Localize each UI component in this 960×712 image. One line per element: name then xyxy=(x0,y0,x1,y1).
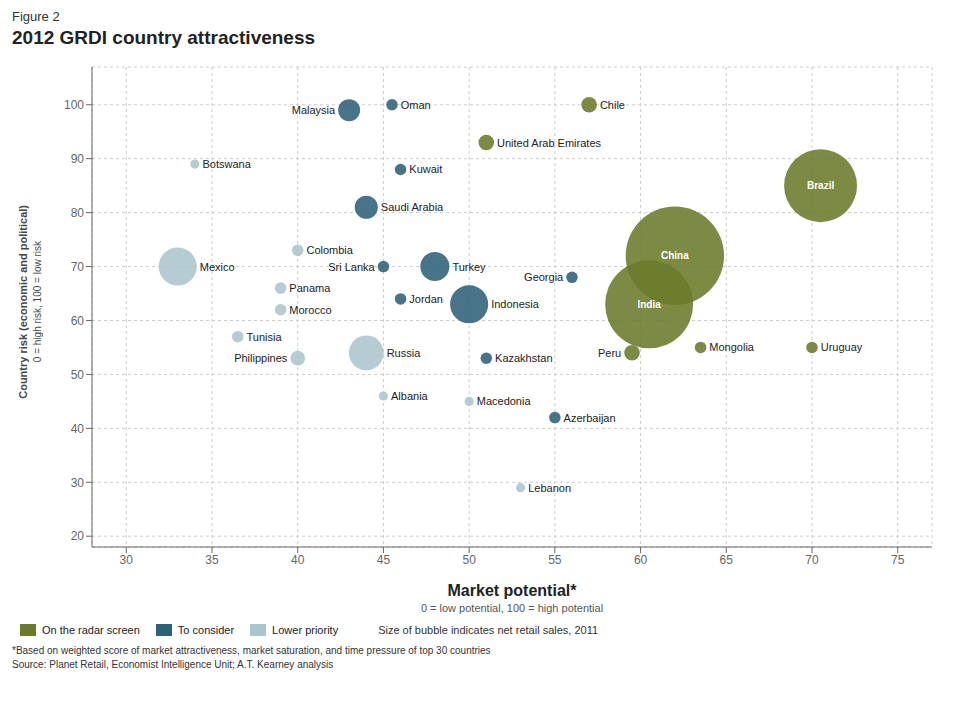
html-text:0 = low potential, 100 = high: 0 = low potential, 100 = high potential xyxy=(420,602,604,614)
html-text:To consider: To consider xyxy=(177,624,235,636)
html-text:*Based on weighted score of ma: *Based on weighted score of market attra… xyxy=(12,645,491,656)
svg-text:Uruguay: Uruguay xyxy=(821,341,863,353)
svg-text:Philippines: Philippines xyxy=(234,352,288,364)
svg-text:Mexico: Mexico xyxy=(200,261,235,273)
svg-text:Kazakhstan: Kazakhstan xyxy=(495,352,552,364)
svg-text:Sri Lanka: Sri Lanka xyxy=(328,261,375,273)
html-text:Figure 2: Figure 2 xyxy=(12,9,60,24)
html-text:Country risk (economic and pol: Country risk (economic and political) xyxy=(17,205,29,399)
svg-text:Kuwait: Kuwait xyxy=(409,163,442,175)
svg-text:30: 30 xyxy=(71,476,85,490)
svg-text:Indonesia: Indonesia xyxy=(491,298,540,310)
svg-text:Azerbaijan: Azerbaijan xyxy=(564,412,616,424)
html-text:2012 GRDI country attractivene: 2012 GRDI country attractiveness xyxy=(12,27,316,48)
svg-text:Chile: Chile xyxy=(600,99,625,111)
svg-text:Tunisia: Tunisia xyxy=(246,331,282,343)
svg-text:50: 50 xyxy=(71,368,85,382)
svg-text:20: 20 xyxy=(71,529,85,543)
html-text:0 = high risk, 100 = low risk: 0 = high risk, 100 = low risk xyxy=(32,241,43,363)
html-text:Source: Planet Retail, Economi: Source: Planet Retail, Economist Intelli… xyxy=(12,659,334,670)
svg-text:Macedonia: Macedonia xyxy=(477,395,532,407)
svg-text:40: 40 xyxy=(71,422,85,436)
svg-text:90: 90 xyxy=(71,152,85,166)
svg-text:China: China xyxy=(661,250,689,261)
svg-text:75: 75 xyxy=(891,553,905,567)
html-text:Market potential*: Market potential* xyxy=(447,582,577,599)
svg-text:Peru: Peru xyxy=(598,347,621,359)
html-text:Lower priority: Lower priority xyxy=(272,624,339,636)
svg-text:60: 60 xyxy=(634,553,648,567)
svg-text:60: 60 xyxy=(71,314,85,328)
svg-text:Albania: Albania xyxy=(391,390,429,402)
svg-text:80: 80 xyxy=(71,206,85,220)
svg-text:United Arab Emirates: United Arab Emirates xyxy=(497,137,601,149)
svg-text:50: 50 xyxy=(462,553,476,567)
svg-text:35: 35 xyxy=(205,553,219,567)
svg-text:Lebanon: Lebanon xyxy=(528,482,571,494)
svg-text:45: 45 xyxy=(377,553,391,567)
svg-text:Botswana: Botswana xyxy=(202,158,251,170)
svg-text:Panama: Panama xyxy=(289,282,331,294)
svg-text:65: 65 xyxy=(720,553,734,567)
svg-text:55: 55 xyxy=(548,553,562,567)
svg-text:40: 40 xyxy=(291,553,305,567)
svg-text:70: 70 xyxy=(805,553,819,567)
svg-text:30: 30 xyxy=(120,553,134,567)
svg-text:Morocco: Morocco xyxy=(289,304,331,316)
svg-text:Brazil: Brazil xyxy=(807,180,834,191)
html-text:Size of bubble indicates net r: Size of bubble indicates net retail sale… xyxy=(378,624,599,636)
svg-text:Russia: Russia xyxy=(387,347,422,359)
svg-text:70: 70 xyxy=(71,260,85,274)
svg-text:India: India xyxy=(637,299,661,310)
svg-text:Oman: Oman xyxy=(401,99,431,111)
svg-text:Colombia: Colombia xyxy=(306,244,353,256)
svg-text:Georgia: Georgia xyxy=(524,271,564,283)
svg-text:Jordan: Jordan xyxy=(409,293,443,305)
svg-text:Saudi Arabia: Saudi Arabia xyxy=(381,201,444,213)
svg-text:Turkey: Turkey xyxy=(452,261,486,273)
svg-text:Mongolia: Mongolia xyxy=(709,341,755,353)
svg-text:100: 100 xyxy=(64,98,84,112)
html-text:On the radar screen: On the radar screen xyxy=(42,624,140,636)
svg-text:Malaysia: Malaysia xyxy=(292,104,336,116)
